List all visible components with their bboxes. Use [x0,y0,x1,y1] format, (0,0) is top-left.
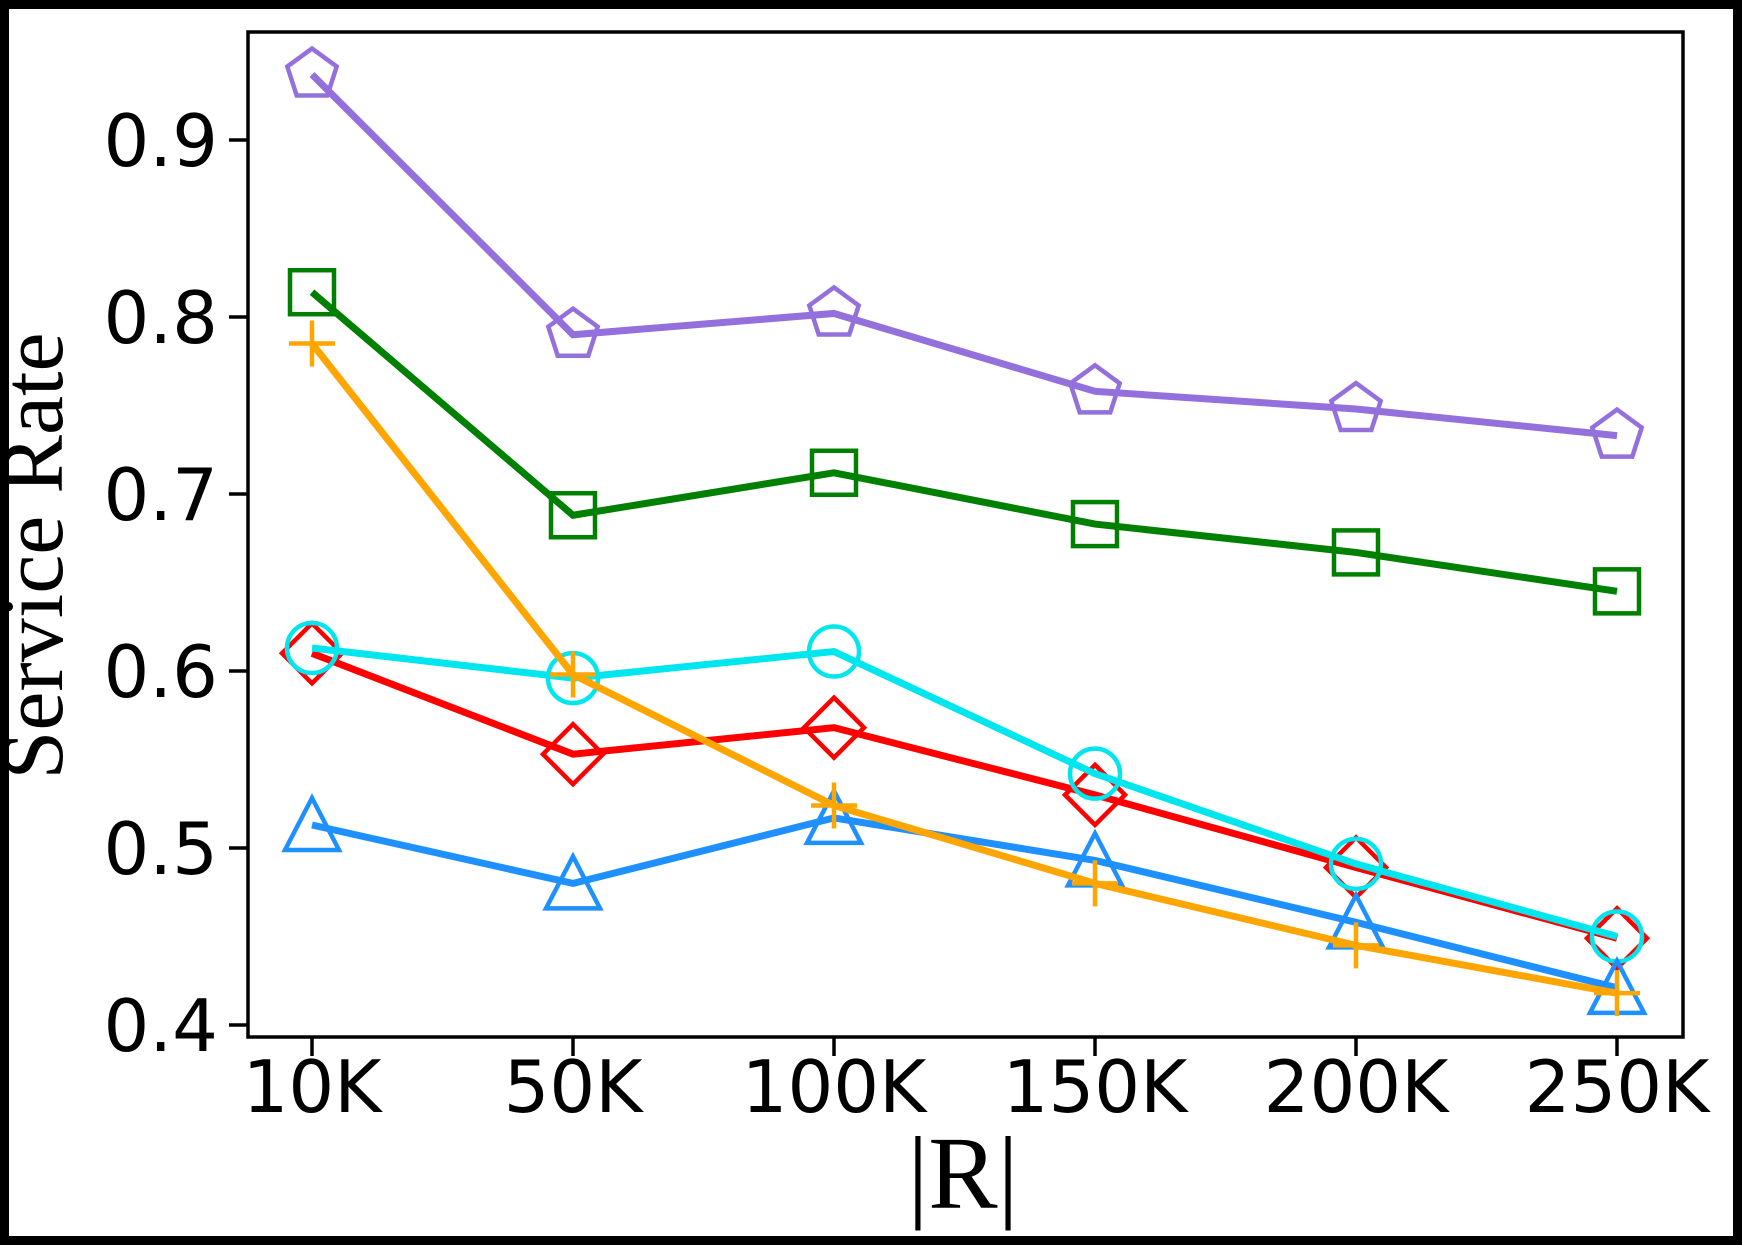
blue-triangle-marker [803,786,865,846]
orange-plus-marker [289,320,335,367]
cyan-circle-marker [1067,746,1123,801]
orange-plus-marker [1333,922,1379,969]
series-purple-pentagon-line [309,72,1618,440]
green-square-marker [1592,567,1642,616]
orange-plus-marker [811,782,857,829]
cyan-circle-marker [1328,836,1384,892]
plot-border [246,30,1685,1039]
purple-pentagon-marker [284,45,340,98]
series-red-diamond-line [310,650,1618,942]
purple-pentagon-marker [1328,380,1384,433]
blue-triangle-marker [542,851,604,911]
y-axis-title: Service Rate [0,332,82,779]
y-tick-label-0.6: 0.6 [103,630,218,714]
y-tick-label-0.7: 0.7 [103,453,218,537]
x-axis-title: |R| [907,1116,1018,1231]
green-square-marker [548,490,598,540]
cyan-circle-marker [284,620,340,676]
red-diamond-marker [800,694,868,761]
x-tick-label-200K: 200K [1264,1045,1450,1129]
red-diamond-marker [539,721,607,788]
purple-pentagon-marker [806,284,862,337]
y-tick-label-0.8: 0.8 [103,276,218,360]
x-tick-label-150K: 150K [1003,1045,1189,1129]
series-green-square-line [309,289,1618,595]
blue-triangle-marker [281,793,343,853]
x-tick-label-250K: 250K [1525,1045,1711,1129]
green-square-marker [809,448,859,498]
orange-plus-marker [550,651,596,698]
purple-pentagon-marker [1589,406,1645,459]
x-tick-label-100K: 100K [742,1045,928,1129]
purple-pentagon-marker [1067,362,1123,415]
y-tick-label-0.5: 0.5 [103,807,218,891]
series-blue-triangle-line [311,814,1618,992]
orange-plus-marker [1072,860,1118,907]
series-cyan-circle-line [311,644,1618,940]
purple-pentagon-marker [545,305,601,358]
y-tick-label-0.4: 0.4 [103,984,218,1068]
x-tick-label-10K: 10K [243,1045,384,1129]
series-orange-plus-line [309,341,1618,997]
red-diamond-marker [278,620,346,687]
orange-plus-marker [1594,970,1640,1017]
green-square-marker [287,267,337,317]
green-square-marker [1070,499,1120,549]
cyan-circle-marker [806,624,862,679]
y-tick-label-0.9: 0.9 [103,99,218,183]
green-square-marker [1331,528,1381,577]
x-tick-label-50K: 50K [504,1045,645,1129]
